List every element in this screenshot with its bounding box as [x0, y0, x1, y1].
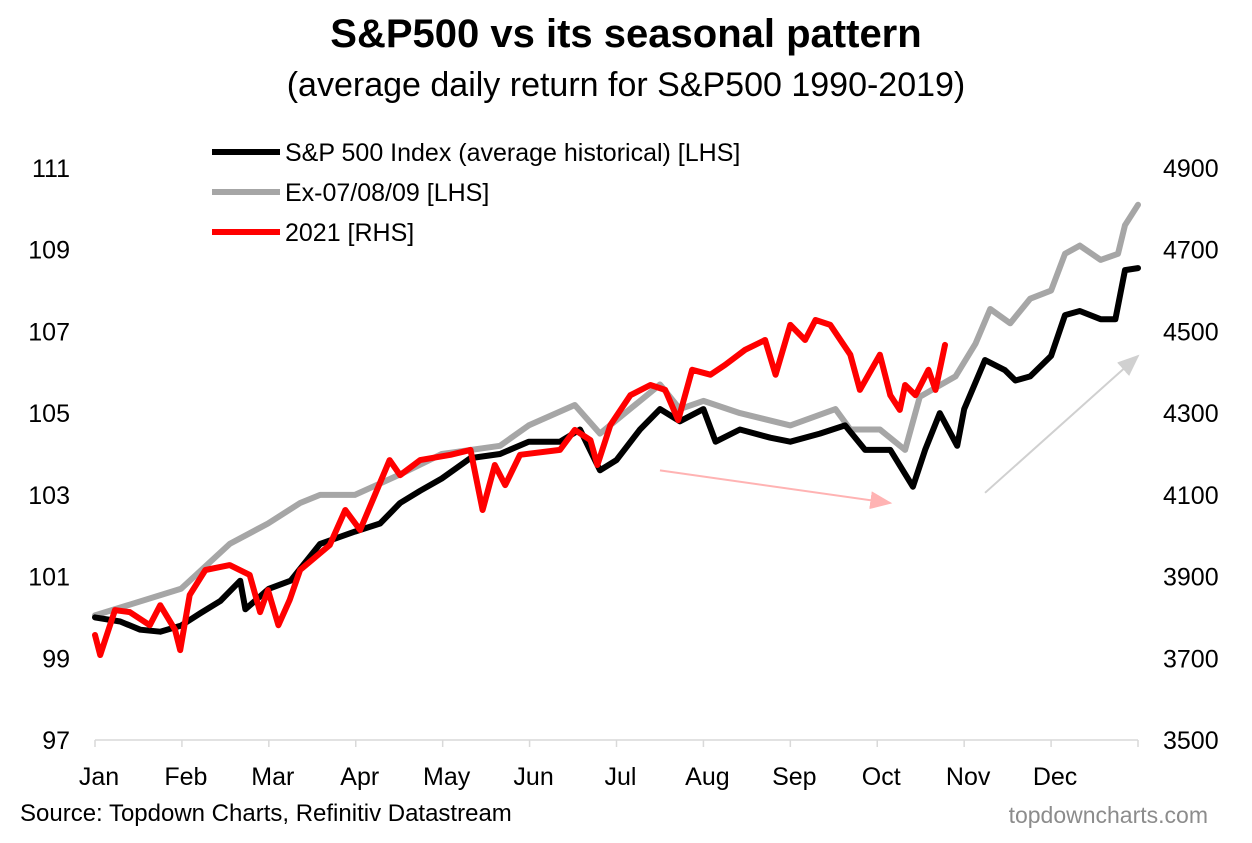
y-left-tick-label: 107: [28, 318, 70, 346]
x-tick-label: Jun: [513, 763, 553, 791]
x-tick-label: Feb: [164, 763, 207, 791]
legend-label: 2021 [RHS]: [285, 219, 414, 247]
y-left-tick-label: 103: [28, 482, 70, 510]
x-tick-label: May: [423, 763, 471, 791]
series-line-1: [92, 201, 1141, 619]
x-tick-label: Dec: [1033, 763, 1077, 791]
x-tick-label: Nov: [946, 763, 991, 791]
chart-title: S&P500 vs its seasonal pattern: [330, 12, 922, 56]
x-tick-label: Apr: [340, 763, 379, 791]
y-left-tick-label: 109: [28, 237, 70, 265]
x-tick-label: Aug: [685, 763, 729, 791]
y-right-tick-label: 3500: [1163, 727, 1219, 755]
y-left-tick-label: 97: [42, 727, 70, 755]
y-right-tick-label: 3700: [1163, 645, 1219, 673]
legend-label: S&P 500 Index (average historical) [LHS]: [285, 139, 740, 167]
chart-subtitle: (average daily return for S&P500 1990-20…: [286, 66, 966, 104]
y-right-tick-label: 4700: [1163, 237, 1219, 265]
x-tick-label: Oct: [862, 763, 901, 791]
x-tick-label: Sep: [772, 763, 816, 791]
series-line-2: [92, 317, 948, 658]
y-right-tick-label: 4100: [1163, 482, 1219, 510]
brand-watermark: topdowncharts.com: [1008, 802, 1208, 828]
y-right-tick-label: 4500: [1163, 318, 1219, 346]
y-right-tick-label: 3900: [1163, 564, 1219, 592]
y-left-tick-label: 101: [28, 564, 70, 592]
y-right-tick-label: 4300: [1163, 400, 1219, 428]
x-tick-label: Jan: [79, 763, 119, 791]
trend-arrow: [984, 354, 1140, 494]
y-left-tick-label: 99: [42, 645, 70, 673]
y-left-tick-label: 111: [32, 155, 70, 183]
x-tick-label: Mar: [251, 763, 294, 791]
legend-label: Ex-07/08/09 [LHS]: [285, 179, 489, 207]
x-tick-label: Jul: [605, 763, 637, 791]
trend-arrow: [659, 469, 893, 510]
y-right-tick-label: 4900: [1163, 155, 1219, 183]
source-note: Source: Topdown Charts, Refinitiv Datast…: [20, 800, 512, 827]
y-left-tick-label: 105: [28, 400, 70, 428]
